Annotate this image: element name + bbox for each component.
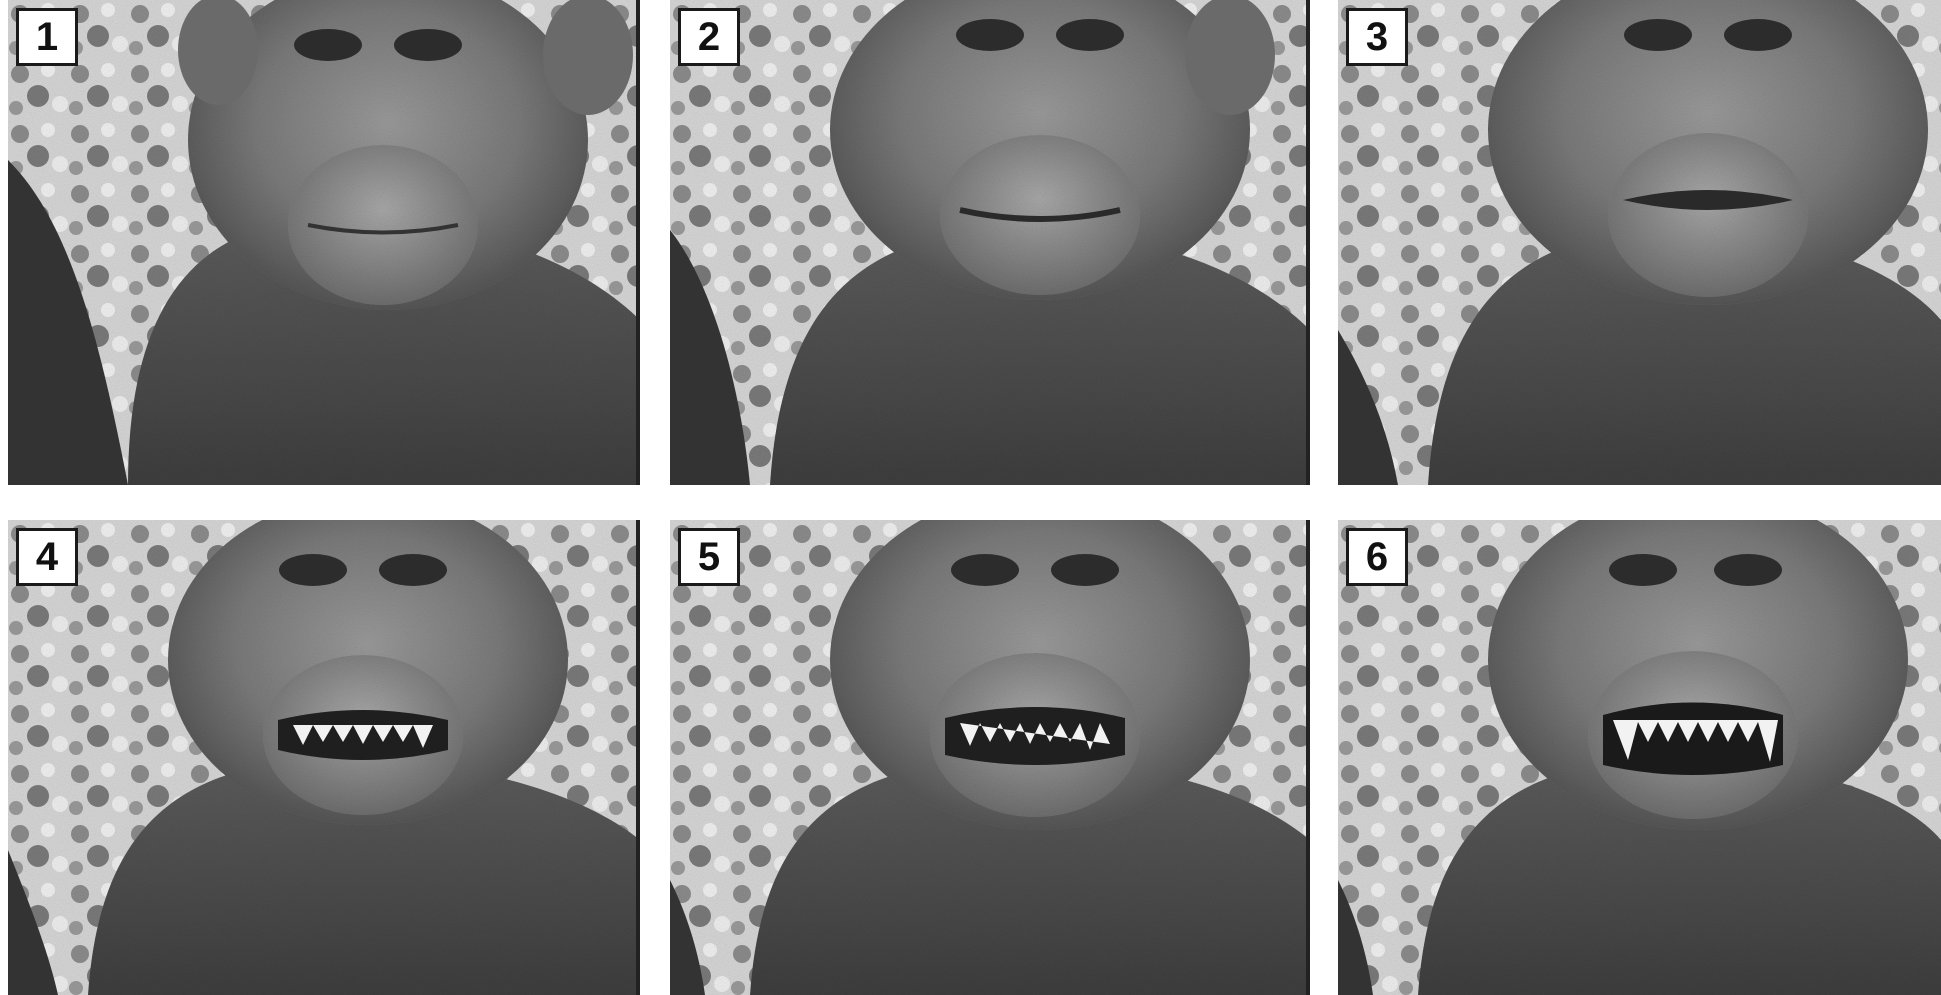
photo-panel-3: 3 (1338, 0, 1941, 485)
panel-number-label: 5 (678, 528, 740, 586)
panel-divider (636, 520, 640, 995)
monkey-photo-wide-grin (670, 520, 1310, 995)
photo-panel-1: 1 (8, 0, 640, 485)
monkey-photo-full-threat (1338, 520, 1941, 995)
monkey-photo-slight-open (670, 0, 1310, 485)
panel-number-label: 3 (1346, 8, 1408, 66)
panel-number-label: 4 (16, 528, 78, 586)
panel-divider (636, 0, 640, 485)
panel-number-label: 2 (678, 8, 740, 66)
monkey-photo-teeth-bared (8, 520, 640, 995)
monkey-photo-neutral (8, 0, 640, 485)
photo-panel-4: 4 (8, 520, 640, 995)
photo-panel-6: 6 (1338, 520, 1941, 995)
panel-number-label: 1 (16, 8, 78, 66)
photo-panel-2: 2 (670, 0, 1310, 485)
photo-panel-5: 5 (670, 520, 1310, 995)
monkey-photo-lips-parted (1338, 0, 1941, 485)
panel-divider (1306, 0, 1310, 485)
panel-number-label: 6 (1346, 528, 1408, 586)
panel-divider (1306, 520, 1310, 995)
